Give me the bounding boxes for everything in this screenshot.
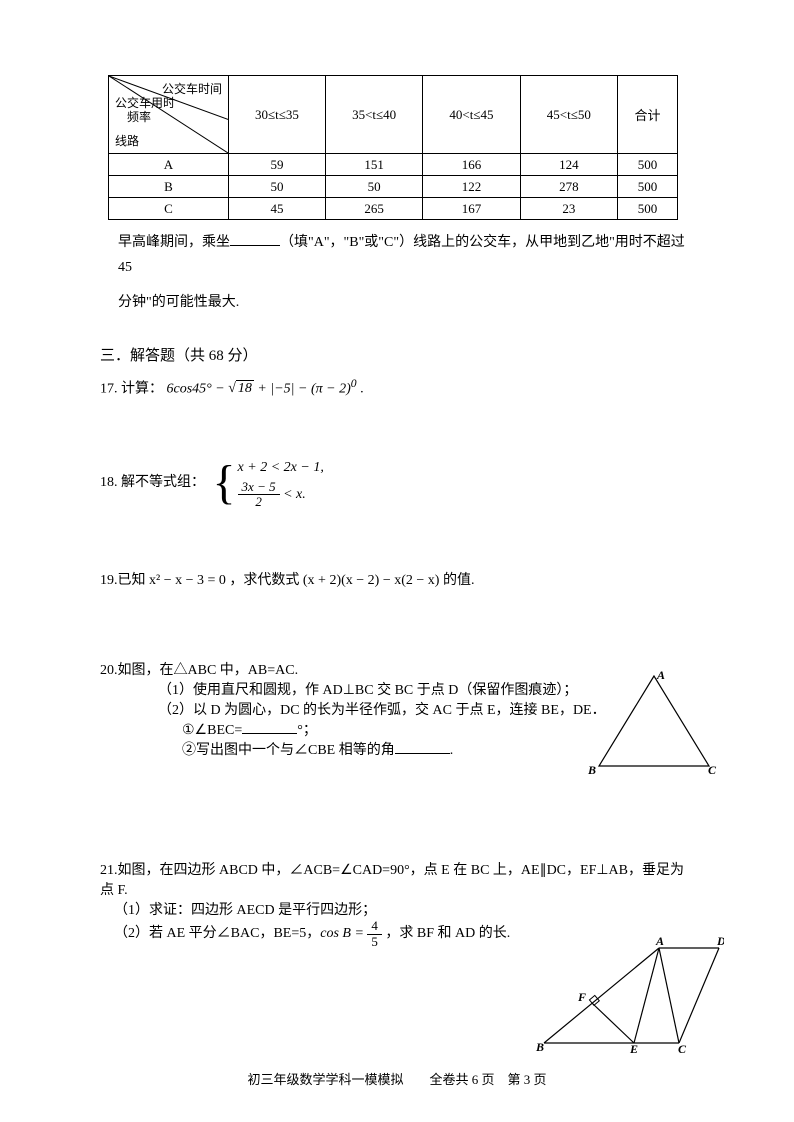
cell: 122 bbox=[423, 176, 520, 198]
col-4: 合计 bbox=[617, 76, 677, 154]
cell: 50 bbox=[325, 176, 422, 198]
table-row-c: C 45 265 167 23 500 bbox=[109, 198, 678, 220]
q18: 18. 解不等式组： { x + 2 < 2x − 1, 3x − 5 2 < … bbox=[100, 457, 694, 509]
cell: 500 bbox=[617, 154, 677, 176]
blank-fill[interactable] bbox=[395, 740, 450, 754]
label-b: B bbox=[587, 763, 596, 777]
col-0: 30≤t≤35 bbox=[229, 76, 326, 154]
label-f: F bbox=[577, 990, 586, 1004]
q16-text2: 分钟"的可能性最大. bbox=[118, 290, 694, 315]
bus-time-table: 公交车时间 公交车用时 频率 线路 30≤t≤35 35<t≤40 40<t≤4… bbox=[108, 75, 678, 220]
q21-intro: 21.如图，在四边形 ABCD 中，∠ACB=∠CAD=90°，点 E 在 BC… bbox=[100, 859, 694, 899]
q17: 17. 计算： 6cos45° − √18 + |−5| − (π − 2)0 … bbox=[100, 377, 694, 398]
label-a: A bbox=[656, 671, 665, 682]
cell: 45 bbox=[229, 198, 326, 220]
section-3-title: 三．解答题（共 68 分） bbox=[100, 344, 694, 365]
q21-frac: 45 bbox=[367, 919, 382, 949]
hc-bot: 线路 bbox=[115, 132, 139, 149]
col-2: 40<t≤45 bbox=[423, 76, 520, 154]
label-a: A bbox=[655, 934, 664, 948]
left-brace-icon: { bbox=[213, 459, 236, 507]
label-d: D bbox=[716, 934, 724, 948]
cell: 500 bbox=[617, 198, 677, 220]
row-label: A bbox=[109, 154, 229, 176]
q17-period: . bbox=[357, 381, 364, 396]
q21-1: （1）求证：四边形 AECD 是平行四边形； bbox=[114, 899, 694, 919]
q16-text: 早高峰期间，乘坐（填"A"，"B"或"C"）线路上的公交车，从甲地到乙地"用时不… bbox=[118, 230, 694, 280]
label-b: B bbox=[535, 1040, 544, 1053]
q18-line2: 3x − 5 2 < x. bbox=[238, 480, 324, 510]
q19: 19.已知 x² − x − 3 = 0 ，求代数式 (x + 2)(x − 2… bbox=[100, 569, 694, 589]
cell: 50 bbox=[229, 176, 326, 198]
brace-system: { x + 2 < 2x − 1, 3x − 5 2 < x. bbox=[213, 457, 324, 509]
triangle-abc-figure: A B C bbox=[584, 671, 724, 781]
col-3: 45<t≤50 bbox=[520, 76, 617, 154]
q19-text: 19.已知 x² − x − 3 = 0 ，求代数式 (x + 2)(x − 2… bbox=[100, 573, 474, 588]
table-row-b: B 50 50 122 278 500 bbox=[109, 176, 678, 198]
quadrilateral-figure: A D B E C F bbox=[534, 933, 724, 1053]
sqrt-icon: √18 bbox=[228, 381, 254, 397]
q17-label: 17. 计算： bbox=[100, 381, 163, 396]
q18-label: 18. 解不等式组： bbox=[100, 475, 205, 490]
row-label: C bbox=[109, 198, 229, 220]
table-header-diag: 公交车时间 公交车用时 频率 线路 bbox=[109, 76, 229, 154]
label-e: E bbox=[629, 1042, 638, 1053]
blank-fill[interactable] bbox=[230, 232, 280, 246]
label-c: C bbox=[678, 1042, 687, 1053]
row-label: B bbox=[109, 176, 229, 198]
cell: 124 bbox=[520, 154, 617, 176]
q20: 20.如图，在△ABC 中，AB=AC. （1）使用直尺和圆规，作 AD⊥BC … bbox=[100, 659, 694, 759]
blank-fill[interactable] bbox=[242, 720, 297, 734]
label-c: C bbox=[708, 763, 717, 777]
hc-mid: 频率 bbox=[127, 108, 151, 125]
q18-frac: 3x − 5 2 bbox=[238, 480, 280, 510]
page-footer: 初三年级数学学科一模模拟 全卷共 6 页 第 3 页 bbox=[0, 1069, 794, 1088]
q17-expr-b: + |−5| − (π − 2) bbox=[254, 381, 351, 396]
table-row-a: A 59 151 166 124 500 bbox=[109, 154, 678, 176]
cell: 265 bbox=[325, 198, 422, 220]
cell: 151 bbox=[325, 154, 422, 176]
cell: 166 bbox=[423, 154, 520, 176]
q21: 21.如图，在四边形 ABCD 中，∠ACB=∠CAD=90°，点 E 在 BC… bbox=[100, 859, 694, 949]
q16-a: 早高峰期间，乘坐 bbox=[118, 235, 230, 250]
cell: 23 bbox=[520, 198, 617, 220]
q17-expr-a: 6cos45° − bbox=[167, 381, 229, 396]
col-1: 35<t≤40 bbox=[325, 76, 422, 154]
q18-line1: x + 2 < 2x − 1, bbox=[238, 457, 324, 479]
cell: 500 bbox=[617, 176, 677, 198]
cell: 59 bbox=[229, 154, 326, 176]
cell: 167 bbox=[423, 198, 520, 220]
cell: 278 bbox=[520, 176, 617, 198]
